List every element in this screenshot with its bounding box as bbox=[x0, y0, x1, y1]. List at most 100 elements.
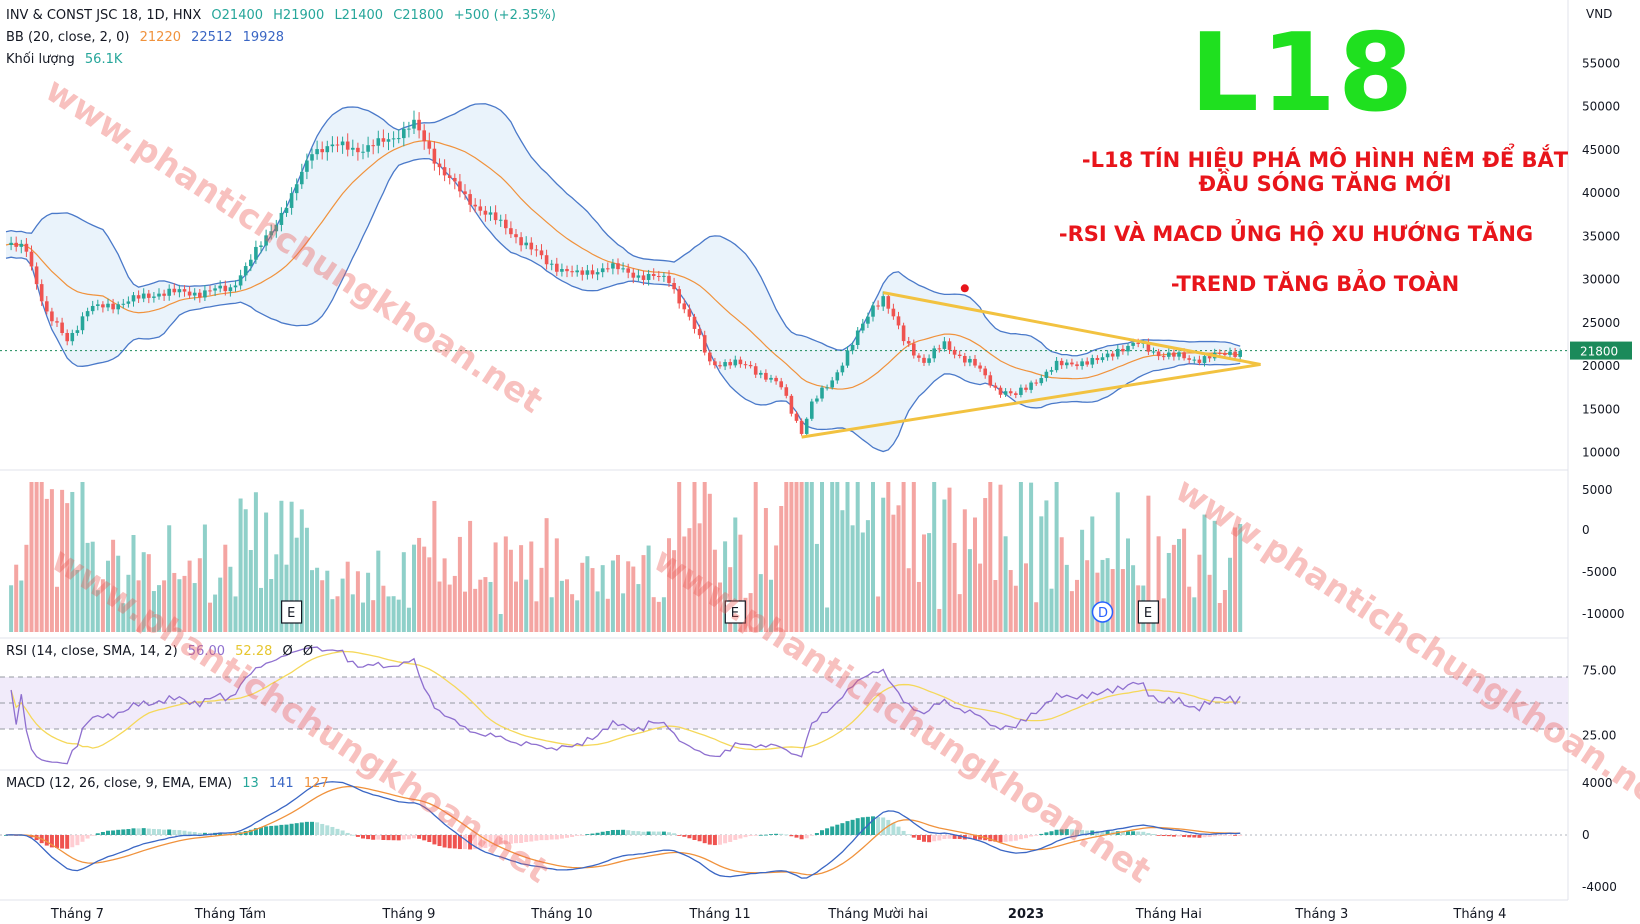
macd-hist-bar bbox=[320, 823, 325, 835]
rsi-line bbox=[10, 646, 1241, 765]
candle bbox=[366, 136, 370, 158]
macd-hist-bar bbox=[259, 827, 263, 835]
macd-hist-bar bbox=[1151, 834, 1156, 835]
candle-body bbox=[810, 401, 814, 419]
macd-hist-bar bbox=[820, 830, 824, 835]
macd-hist-bar bbox=[733, 835, 738, 840]
volume-bar bbox=[646, 545, 651, 632]
rsi-label: RSI (14, close, SMA, 14, 2) bbox=[6, 644, 178, 659]
volume-bar bbox=[937, 608, 942, 632]
macd-hist-bar bbox=[621, 829, 626, 835]
candle-body bbox=[1110, 353, 1115, 357]
candle bbox=[866, 312, 870, 328]
volume-bar bbox=[1080, 529, 1085, 632]
candle bbox=[708, 349, 712, 366]
macd-hist-bar bbox=[1141, 831, 1146, 835]
candle-body bbox=[759, 372, 763, 375]
volume-bar bbox=[911, 482, 916, 632]
dividend-marker bbox=[1091, 601, 1114, 623]
price-tick-label: 20000 bbox=[1582, 359, 1620, 373]
macd-histogram bbox=[4, 816, 1243, 850]
candle-body bbox=[748, 364, 753, 367]
macd-hist-bar bbox=[289, 823, 294, 835]
macd-hist-bar bbox=[677, 835, 682, 836]
candle bbox=[223, 280, 228, 296]
volume-bar bbox=[187, 560, 192, 632]
volume-bar bbox=[371, 600, 376, 632]
candle-body bbox=[386, 139, 391, 142]
symbol-legend: INV & CONST JSC 18, 1D, HNX O21400 H2190… bbox=[6, 8, 562, 23]
candle bbox=[886, 292, 891, 314]
volume-bar bbox=[218, 577, 223, 632]
volume-bar bbox=[656, 601, 661, 632]
candle bbox=[402, 121, 406, 147]
macd-hist-bar bbox=[463, 835, 467, 850]
candle-body bbox=[906, 341, 911, 344]
candle bbox=[1161, 352, 1166, 361]
volume-bar bbox=[957, 594, 962, 632]
candle-body bbox=[483, 210, 488, 215]
candle-body bbox=[478, 206, 483, 211]
candle-body bbox=[249, 259, 253, 267]
candle bbox=[682, 298, 687, 314]
macd-hist-bar bbox=[646, 831, 651, 835]
candle-body bbox=[896, 316, 901, 326]
macd-hist-bar bbox=[1202, 835, 1207, 838]
macd-hist-bar bbox=[478, 835, 483, 849]
candle-body bbox=[1014, 393, 1018, 395]
candle bbox=[799, 418, 804, 436]
candle-body bbox=[743, 364, 748, 366]
candle-body bbox=[284, 207, 289, 213]
macd-hist-bar bbox=[131, 828, 136, 835]
candle-body bbox=[855, 330, 860, 345]
candle bbox=[779, 377, 783, 390]
macd-hist-bar bbox=[748, 835, 753, 836]
candle bbox=[1049, 366, 1054, 375]
candle-body bbox=[177, 289, 182, 293]
macd-hist-bar bbox=[595, 832, 600, 835]
volume-bar bbox=[825, 607, 830, 632]
candle bbox=[305, 153, 309, 180]
macd-hist-bar bbox=[539, 835, 544, 841]
candle-body bbox=[957, 354, 962, 357]
macd-hist-bar bbox=[916, 835, 921, 840]
candle bbox=[748, 361, 753, 369]
candle bbox=[315, 140, 319, 160]
candle-body bbox=[1218, 352, 1222, 354]
volume-bar bbox=[881, 497, 886, 632]
candle bbox=[300, 163, 304, 189]
note-trend: -TREND TĂNG BẢO TOÀN bbox=[1170, 272, 1460, 296]
macd-hist-bar bbox=[702, 835, 707, 844]
macd-hist-bar bbox=[534, 835, 539, 841]
candle-body bbox=[55, 321, 59, 323]
macd-hist-bar bbox=[794, 835, 799, 838]
candle bbox=[458, 174, 462, 198]
macd-hist-bar bbox=[151, 828, 156, 835]
macd-hist-bar bbox=[1044, 832, 1049, 835]
macd-hist-bar bbox=[514, 835, 518, 844]
volume-bar bbox=[289, 501, 294, 632]
candle bbox=[728, 358, 732, 369]
event-marker-label: E bbox=[731, 606, 739, 621]
macd-hist-bar bbox=[264, 826, 269, 835]
volume-bar bbox=[355, 571, 360, 632]
volume-bar bbox=[544, 518, 549, 632]
macd-hist-bar bbox=[1146, 833, 1151, 835]
candle bbox=[1029, 380, 1033, 394]
macd-hist-bar bbox=[549, 835, 554, 840]
volume-bar bbox=[1197, 554, 1202, 632]
volume-bar bbox=[299, 509, 304, 632]
candle-body bbox=[519, 237, 523, 246]
candle bbox=[896, 311, 901, 330]
volume-bar bbox=[264, 512, 269, 632]
volume-bar bbox=[1126, 538, 1130, 632]
macd-hist-bar bbox=[1034, 835, 1039, 836]
candle-body bbox=[1228, 351, 1232, 355]
symbol-name: INV & CONST JSC 18, 1D, HNX bbox=[6, 8, 202, 23]
candle-body bbox=[187, 291, 192, 296]
candle-body bbox=[789, 395, 794, 414]
candle bbox=[850, 341, 855, 355]
candle-body bbox=[396, 138, 401, 140]
candle-body bbox=[529, 242, 534, 250]
